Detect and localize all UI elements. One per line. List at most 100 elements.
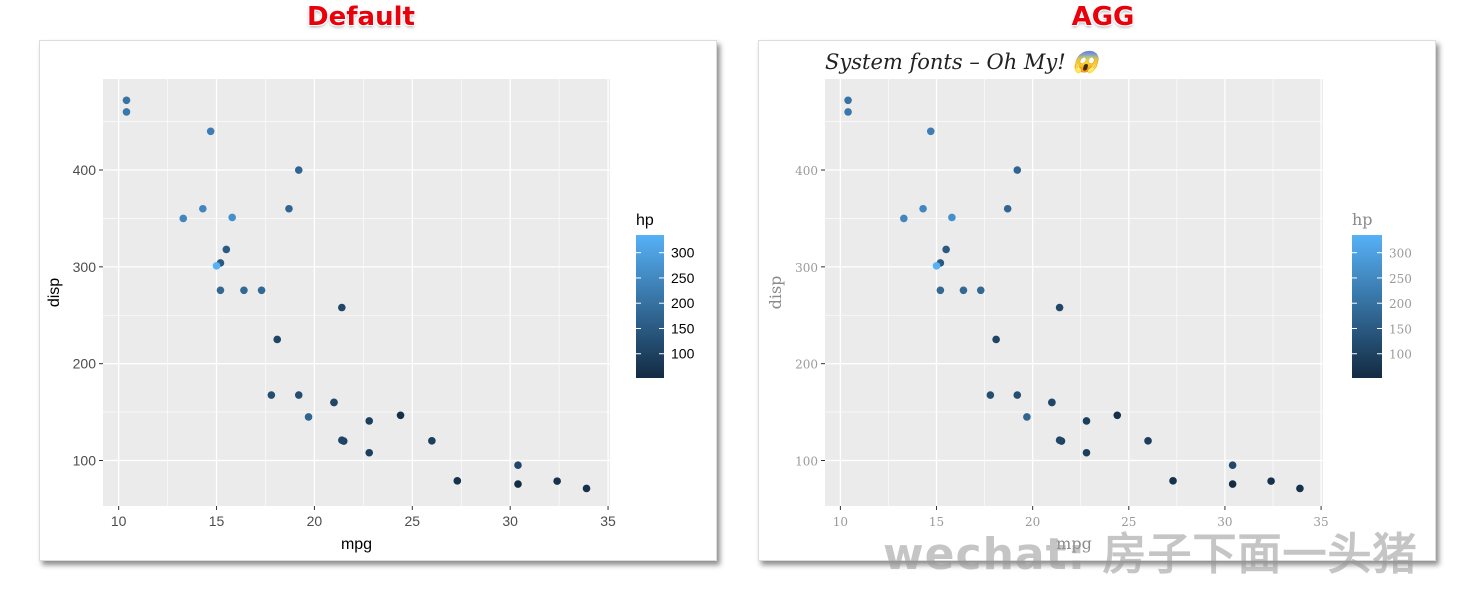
data-point (267, 391, 276, 399)
data-point (396, 411, 405, 420)
data-point (294, 166, 303, 174)
data-point (919, 204, 927, 213)
legend-tick-label: 200 (671, 295, 695, 311)
data-point (1048, 398, 1056, 407)
data-point (1296, 484, 1304, 493)
legend-colorbar (636, 235, 664, 378)
data-point (992, 335, 1000, 344)
x-tick-label: 20 (307, 513, 323, 529)
data-point (1228, 461, 1237, 470)
data-point (1023, 413, 1031, 421)
y-tick-label: 300 (795, 261, 818, 275)
chart-card-default: 10 15 20 25 30 35 100 200 300 400 mpg disp hp 100 150 2… (39, 40, 717, 561)
data-point (1228, 480, 1237, 488)
x-tick-label: 25 (1121, 515, 1136, 529)
x-tick-label: 15 (209, 513, 225, 529)
data-point (294, 391, 303, 399)
plot-panel (825, 79, 1323, 506)
data-point (1055, 436, 1064, 444)
x-tick-label: 35 (1313, 515, 1328, 529)
data-point (1267, 477, 1275, 485)
x-tick-label: 20 (1025, 515, 1040, 529)
data-point (1169, 477, 1177, 485)
data-point (553, 477, 561, 485)
heading-default: Default (307, 2, 415, 32)
legend-colorbar (1352, 235, 1382, 378)
y-tick-label: 200 (795, 358, 818, 372)
legend-tick-label: 100 (1389, 348, 1412, 362)
y-axis-label: disp (46, 278, 63, 307)
data-point (844, 108, 852, 116)
x-axis-label: mpg (341, 536, 372, 553)
x-tick-label: 25 (405, 513, 421, 529)
x-tick-label: 30 (1217, 515, 1232, 529)
x-tick-label: 10 (833, 515, 848, 529)
data-point (1082, 417, 1091, 425)
data-point (844, 96, 852, 105)
legend-tick-label: 250 (1389, 272, 1412, 286)
data-point (1003, 204, 1012, 213)
legend-tick-label: 300 (1389, 247, 1412, 261)
legend-title: hp (1352, 210, 1373, 229)
y-axis-label: disp (766, 276, 785, 310)
watermark-text: wechat: 房子下面一头猪 (883, 529, 1418, 580)
legend-tick-label: 200 (1389, 297, 1412, 311)
data-point (428, 437, 436, 445)
legend-tick-label: 250 (671, 270, 695, 286)
data-point (582, 484, 591, 493)
data-point (206, 127, 215, 136)
data-point (304, 413, 313, 421)
data-point (514, 461, 522, 470)
data-point (514, 480, 522, 488)
data-point (1013, 391, 1022, 399)
data-point (959, 286, 968, 295)
data-point (216, 286, 225, 295)
x-axis-label: mpg (1056, 534, 1092, 553)
data-point (222, 245, 231, 254)
data-point (285, 204, 293, 213)
x-tick-label: 30 (502, 513, 518, 529)
scatter-chart-default: 10 15 20 25 30 35 100 200 300 400 mpg disp hp 100 150 2… (46, 79, 695, 553)
data-point (900, 214, 908, 223)
legend-title: hp (636, 212, 654, 229)
data-point (926, 127, 935, 136)
data-point (122, 108, 131, 116)
y-tick-label: 300 (73, 259, 97, 275)
y-tick-label: 200 (73, 356, 97, 372)
legend-tick-label: 150 (671, 320, 695, 336)
data-point (330, 398, 338, 407)
data-point (257, 286, 266, 295)
data-point (365, 448, 374, 457)
data-point (122, 96, 131, 105)
data-point (453, 477, 462, 485)
chart-title: System fonts – Oh My! 😱 (825, 50, 1102, 75)
data-point (1013, 166, 1022, 174)
data-point (948, 213, 956, 222)
data-point (1113, 411, 1122, 420)
data-point (986, 391, 995, 399)
legend-tick-label: 100 (671, 346, 695, 362)
data-point (932, 262, 941, 270)
y-tick-label: 100 (795, 454, 818, 468)
data-point (199, 204, 207, 213)
data-point (1082, 448, 1091, 457)
plot-panel (103, 79, 610, 506)
data-point (976, 286, 985, 295)
y-tick-label: 400 (795, 164, 818, 178)
x-tick-label: 15 (929, 515, 944, 529)
data-point (942, 245, 950, 254)
chart-card-agg: System fonts – Oh My! 😱 10 15 20 25 30 35 100 20… (758, 40, 1436, 561)
data-point (1144, 437, 1152, 445)
x-tick-label: 10 (111, 513, 127, 529)
x-tick-label: 35 (600, 513, 616, 529)
data-point (273, 335, 282, 344)
data-point (179, 214, 188, 223)
data-point (240, 286, 248, 295)
y-tick-label: 100 (73, 452, 97, 468)
heading-agg: AGG (1071, 2, 1135, 32)
data-point (212, 262, 221, 270)
scatter-chart-agg: System fonts – Oh My! 😱 10 15 20 25 30 35 100 20… (766, 50, 1412, 553)
data-point (228, 213, 236, 222)
data-point (365, 417, 374, 425)
legend-tick-label: 150 (1389, 322, 1412, 336)
